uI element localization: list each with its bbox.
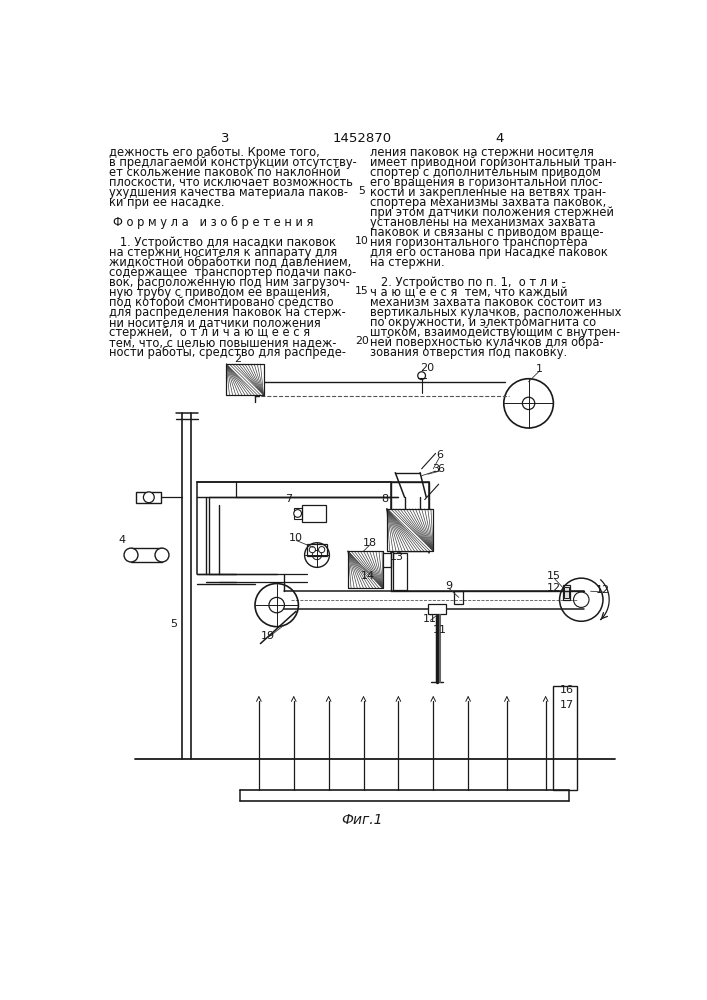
Text: жидкостной обработки под давлением,: жидкостной обработки под давлением, xyxy=(110,256,351,269)
Text: ную трубу с приводом ее вращения,: ную трубу с приводом ее вращения, xyxy=(110,286,330,299)
Text: 13: 13 xyxy=(390,552,404,562)
Text: вок, расположенную под ним загрузоч-: вок, расположенную под ним загрузоч- xyxy=(110,276,350,289)
Text: установлены на механизмах захвата: установлены на механизмах захвата xyxy=(370,216,595,229)
Text: ности работы, средство для распреде-: ности работы, средство для распреде- xyxy=(110,346,346,359)
Text: на стержни носителя к аппарату для: на стержни носителя к аппарату для xyxy=(110,246,337,259)
Bar xyxy=(226,364,264,395)
Bar xyxy=(131,548,162,562)
Text: паковок и связаны с приводом враще-: паковок и связаны с приводом враще- xyxy=(370,226,603,239)
Text: ния горизонтального транспортера: ния горизонтального транспортера xyxy=(370,236,588,249)
Text: 6: 6 xyxy=(436,450,443,460)
Text: спортера механизмы захвата паковок,: спортера механизмы захвата паковок, xyxy=(370,196,606,209)
Text: ет скольжение паковок по наклонной: ет скольжение паковок по наклонной xyxy=(110,166,341,179)
Bar xyxy=(387,509,433,551)
Bar xyxy=(136,492,161,503)
Text: 11: 11 xyxy=(433,625,446,635)
Bar xyxy=(387,509,433,551)
Bar xyxy=(348,551,383,588)
Text: 1. Устройство для насадки паковок: 1. Устройство для насадки паковок xyxy=(110,236,337,249)
Bar xyxy=(454,591,464,604)
Bar xyxy=(226,364,264,395)
Text: ухудшения качества материала паков-: ухудшения качества материала паков- xyxy=(110,186,349,199)
Bar xyxy=(348,551,383,588)
Text: по окружности, и электромагнита со: по окружности, и электромагнита со xyxy=(370,316,596,329)
Text: 12: 12 xyxy=(596,585,610,595)
Text: 1: 1 xyxy=(536,364,543,374)
Text: 14: 14 xyxy=(361,571,375,581)
Bar xyxy=(554,686,577,790)
Text: его вращения в горизонтальной плос-: его вращения в горизонтальной плос- xyxy=(370,176,602,189)
Text: 20: 20 xyxy=(420,363,434,373)
Text: 10: 10 xyxy=(289,533,303,543)
Text: 11: 11 xyxy=(423,614,437,624)
Text: 4: 4 xyxy=(118,535,125,545)
Text: 6: 6 xyxy=(438,464,445,474)
Text: плоскости, что исключает возможность: плоскости, что исключает возможность xyxy=(110,176,354,189)
Text: Ф о р м у л а   и з о б р е т е н и я: Ф о р м у л а и з о б р е т е н и я xyxy=(113,216,313,229)
Text: в предлагаемой конструкции отсутству-: в предлагаемой конструкции отсутству- xyxy=(110,156,357,169)
Text: Фиг.1: Фиг.1 xyxy=(341,813,382,827)
Circle shape xyxy=(309,547,315,553)
Text: на стержни.: на стержни. xyxy=(370,256,444,269)
Bar xyxy=(393,553,407,590)
Text: спортер с дополнительным приводом: спортер с дополнительным приводом xyxy=(370,166,600,179)
Text: содержащее  транспортер подачи пако-: содержащее транспортер подачи пако- xyxy=(110,266,356,279)
Text: ч а ю щ е е с я  тем, что каждый: ч а ю щ е е с я тем, что каждый xyxy=(370,286,567,299)
Text: ни носителя и датчики положения: ни носителя и датчики положения xyxy=(110,316,321,329)
Bar xyxy=(563,585,571,600)
Bar xyxy=(564,587,569,598)
Text: штоком, взаимодействующим с внутрен-: штоком, взаимодействующим с внутрен- xyxy=(370,326,620,339)
Text: 15: 15 xyxy=(547,571,561,581)
Circle shape xyxy=(319,547,325,553)
Bar xyxy=(307,544,327,556)
Text: 12: 12 xyxy=(547,583,561,593)
Text: 19: 19 xyxy=(261,631,275,641)
Text: 2. Устройство по п. 1,  о т л и -: 2. Устройство по п. 1, о т л и - xyxy=(370,276,566,289)
Text: вертикальных кулачков, расположенных: вертикальных кулачков, расположенных xyxy=(370,306,621,319)
Text: 4: 4 xyxy=(495,132,503,145)
Text: 10: 10 xyxy=(355,236,369,246)
Text: 15: 15 xyxy=(355,286,369,296)
Text: дежность его работы. Кроме того,: дежность его работы. Кроме того, xyxy=(110,146,320,159)
Text: механизм захвата паковок состоит из: механизм захвата паковок состоит из xyxy=(370,296,602,309)
Text: 5: 5 xyxy=(170,619,177,629)
Text: 17: 17 xyxy=(559,700,573,710)
Text: имеет приводной горизонтальный тран-: имеет приводной горизонтальный тран- xyxy=(370,156,617,169)
Circle shape xyxy=(155,548,169,562)
Text: тем, что, с целью повышения надеж-: тем, что, с целью повышения надеж- xyxy=(110,336,337,349)
Text: зования отверстия под паковку.: зования отверстия под паковку. xyxy=(370,346,567,359)
Text: стержней,  о т л и ч а ю щ е е с я: стержней, о т л и ч а ю щ е е с я xyxy=(110,326,310,339)
Text: 3: 3 xyxy=(221,132,230,145)
Circle shape xyxy=(293,510,301,517)
Text: 5: 5 xyxy=(358,186,366,196)
Text: 7: 7 xyxy=(285,494,292,504)
Text: ления паковок на стержни носителя: ления паковок на стержни носителя xyxy=(370,146,594,159)
Text: под которой смонтировано средство: под которой смонтировано средство xyxy=(110,296,334,309)
Text: для его останова при насадке паковок: для его останова при насадке паковок xyxy=(370,246,607,259)
Text: 16: 16 xyxy=(559,685,573,695)
Bar xyxy=(428,604,446,614)
Bar xyxy=(301,505,327,522)
Text: ки при ее насадке.: ки при ее насадке. xyxy=(110,196,225,209)
Bar xyxy=(373,553,391,567)
Text: 2: 2 xyxy=(235,354,242,364)
Circle shape xyxy=(144,492,154,503)
Text: 8: 8 xyxy=(381,494,388,504)
Text: 18: 18 xyxy=(363,538,377,548)
Text: при этом датчики положения стержней: при этом датчики положения стержней xyxy=(370,206,614,219)
Text: 9: 9 xyxy=(445,581,452,591)
Text: кости и закрепленные на ветвях тран-: кости и закрепленные на ветвях тран- xyxy=(370,186,606,199)
Text: ней поверхностью кулачков для обра-: ней поверхностью кулачков для обра- xyxy=(370,336,603,349)
Text: для распределения паковок на стерж-: для распределения паковок на стерж- xyxy=(110,306,346,319)
Bar xyxy=(391,482,429,551)
Circle shape xyxy=(124,548,138,562)
Text: 20: 20 xyxy=(355,336,369,346)
Text: 3: 3 xyxy=(432,464,439,474)
Bar xyxy=(293,508,301,519)
Text: 1452870: 1452870 xyxy=(332,132,392,145)
